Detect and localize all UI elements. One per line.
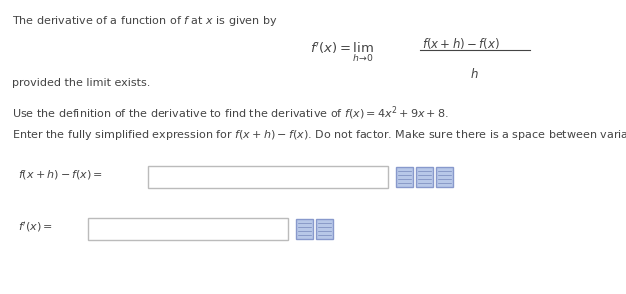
- Bar: [148, 166, 388, 188]
- Bar: [88, 218, 288, 240]
- Text: The derivative of a function of $f$ at $x$ is given by: The derivative of a function of $f$ at $…: [12, 14, 278, 28]
- Text: provided the limit exists.: provided the limit exists.: [12, 78, 150, 88]
- Bar: [296, 219, 313, 239]
- Bar: [416, 167, 433, 187]
- Text: $f'(x) =$: $f'(x) =$: [18, 220, 53, 234]
- Text: $f(x+h)-f(x)$: $f(x+h)-f(x)$: [422, 36, 500, 51]
- Text: Use the definition of the derivative to find the derivative of $f(x) = 4x^2 + 9x: Use the definition of the derivative to …: [12, 104, 449, 122]
- Text: $f'(x) = \lim_{h \to 0}$: $f'(x) = \lim_{h \to 0}$: [310, 40, 374, 64]
- Bar: [316, 219, 333, 239]
- Bar: [396, 167, 413, 187]
- Text: $f(x+h) - f(x) =$: $f(x+h) - f(x) =$: [18, 168, 103, 181]
- Bar: [436, 167, 453, 187]
- Text: Enter the fully simplified expression for $f(x+h) - f(x)$. Do not factor. Make s: Enter the fully simplified expression fo…: [12, 128, 626, 142]
- Text: $h$: $h$: [470, 67, 479, 81]
